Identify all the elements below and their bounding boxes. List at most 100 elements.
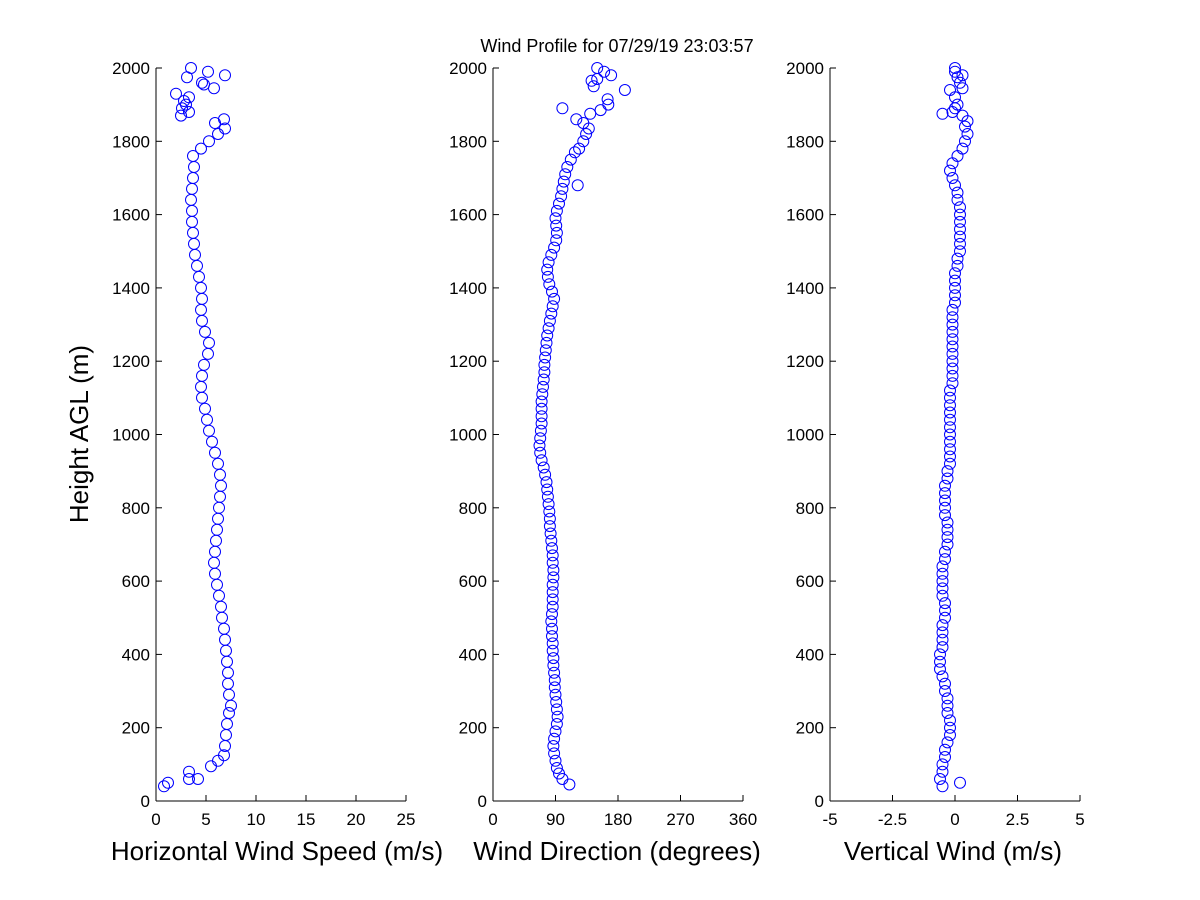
vertical-wind-data-point <box>939 501 951 514</box>
wind-direction-data-point <box>602 98 615 111</box>
vertical-wind-data-point <box>956 69 969 82</box>
vertical-wind-data-point <box>944 413 956 426</box>
horizontal-wind-speed-y-tick-label: 1400 <box>112 279 150 298</box>
wind-direction-y-tick-label: 1200 <box>449 352 487 371</box>
wind-direction-data-point <box>546 608 558 621</box>
vertical-wind-data-point <box>951 252 964 265</box>
wind-direction-data-point <box>541 263 554 276</box>
vertical-wind-data-point <box>936 589 949 602</box>
wind-direction-data-point <box>547 652 560 665</box>
wind-direction-data-point <box>534 446 547 459</box>
vertical-wind-y-tick-label: 1600 <box>786 206 824 225</box>
wind-direction-data-point <box>546 644 559 657</box>
wind-direction-data-point <box>533 439 546 452</box>
horizontal-wind-speed-data-point <box>188 161 200 173</box>
vertical-wind-data-point <box>944 457 956 470</box>
wind-direction-data-point <box>571 179 584 192</box>
xlabel-vertical-wind: Vertical Wind (m/s) <box>844 836 1062 866</box>
horizontal-wind-speed-y-tick-label: 0 <box>141 792 150 811</box>
vertical-wind-data-point <box>941 538 954 551</box>
wind-direction-data-point <box>546 549 559 562</box>
horizontal-wind-speed-data-point <box>209 446 221 459</box>
wind-direction-data-point <box>549 754 562 767</box>
vertical-wind-data-point <box>949 281 961 294</box>
wind-direction-data-point <box>541 483 554 496</box>
vertical-wind-data-point <box>936 765 949 778</box>
horizontal-wind-speed-y-tick-label: 400 <box>122 645 150 664</box>
vertical-wind-data-point <box>939 545 951 558</box>
wind-direction-data-point <box>541 329 554 342</box>
horizontal-wind-speed-data-point <box>191 259 203 272</box>
wind-direction-y-tick-label: 2000 <box>449 59 487 78</box>
horizontal-wind-speed-data-point <box>223 707 235 719</box>
vertical-wind-x-tick-label: 2.5 <box>1006 810 1030 829</box>
wind-direction-data-point <box>539 351 552 364</box>
vertical-wind-data-point <box>944 714 956 727</box>
wind-direction-data-point <box>550 234 563 247</box>
vertical-wind-data-point <box>934 773 946 785</box>
vertical-wind-data-point <box>939 553 951 566</box>
horizontal-wind-speed-y-tick-label: 1200 <box>112 352 150 371</box>
wind-direction-data-point <box>546 622 558 635</box>
vertical-wind-data-point <box>936 633 949 646</box>
vertical-wind-x-tick-label: 5 <box>1075 810 1084 829</box>
horizontal-wind-speed-data-point <box>199 402 211 415</box>
vertical-wind-data-point <box>944 399 956 412</box>
wind-direction-data-point <box>585 74 598 87</box>
wind-direction-y-tick-label: 800 <box>459 499 487 518</box>
horizontal-wind-speed-data-point <box>219 69 231 82</box>
vertical-wind-panel: 0 200 400 600 800 1000 1200 1400 1600 1800 2000 -5 -… <box>786 59 1085 829</box>
horizontal-wind-speed-data-point <box>185 62 197 74</box>
xlabel-horizontal-wind-speed: Horizontal Wind Speed (m/s) <box>111 836 443 866</box>
horizontal-wind-speed-x-tick-label: 20 <box>347 810 366 829</box>
wind-direction-data-point <box>573 142 586 155</box>
wind-direction-data-point <box>542 256 555 269</box>
vertical-wind-data-point <box>944 428 956 441</box>
wind-direction-data-point <box>547 564 560 577</box>
wind-direction-data-point <box>546 542 558 555</box>
horizontal-wind-speed-data-point <box>176 102 188 115</box>
wind-direction-data-point <box>543 505 556 518</box>
wind-direction-data-point <box>550 696 563 708</box>
horizontal-wind-speed-data-point <box>195 380 207 393</box>
vertical-wind-data-point <box>959 120 971 133</box>
wind-direction-data-point <box>563 778 576 791</box>
horizontal-wind-speed-data-point <box>223 688 235 701</box>
wind-direction-data-point <box>546 300 559 313</box>
vertical-wind-data-point <box>946 333 959 346</box>
vertical-wind-data-point <box>941 531 954 544</box>
vertical-wind-data-point <box>939 494 951 507</box>
horizontal-wind-speed-data-point <box>216 611 228 624</box>
horizontal-wind-speed-x-tick-label: 5 <box>201 810 210 829</box>
wind-direction-data-point <box>543 314 556 327</box>
horizontal-wind-speed-data-point <box>219 633 231 646</box>
vertical-wind-data-point <box>936 107 949 120</box>
wind-direction-data-point <box>598 65 611 78</box>
vertical-wind-data-point <box>949 91 961 104</box>
horizontal-wind-speed-data-point <box>212 457 224 470</box>
wind-direction-data-point <box>548 681 561 694</box>
horizontal-wind-speed-data-point <box>183 773 195 785</box>
vertical-wind-data-point <box>941 736 954 749</box>
wind-direction-data-point <box>594 104 607 117</box>
vertical-wind-data-point <box>939 509 951 522</box>
vertical-wind-data-point <box>941 699 954 712</box>
vertical-wind-data-point <box>941 707 954 719</box>
horizontal-wind-speed-data-point <box>158 780 170 793</box>
horizontal-wind-speed-data-point <box>211 578 223 591</box>
vertical-wind-data-point <box>936 758 949 771</box>
wind-direction-data-point <box>546 637 559 650</box>
vertical-wind-data-point <box>954 76 966 89</box>
vertical-wind-x-tick-label: -5 <box>822 810 837 829</box>
wind-direction-data-point <box>547 571 560 584</box>
wind-direction-x-tick-label: 0 <box>488 810 497 829</box>
horizontal-wind-speed-y-tick-label: 1600 <box>112 206 150 225</box>
wind-direction-data-point <box>577 135 590 148</box>
wind-direction-data-point <box>601 93 614 106</box>
horizontal-wind-speed-data-point <box>189 248 201 261</box>
vertical-wind-data-point <box>956 142 969 155</box>
wind-direction-data-point <box>549 725 562 738</box>
wind-direction-data-point <box>546 630 558 643</box>
wind-direction-data-point <box>561 161 574 173</box>
horizontal-wind-speed-data-point <box>212 512 224 525</box>
